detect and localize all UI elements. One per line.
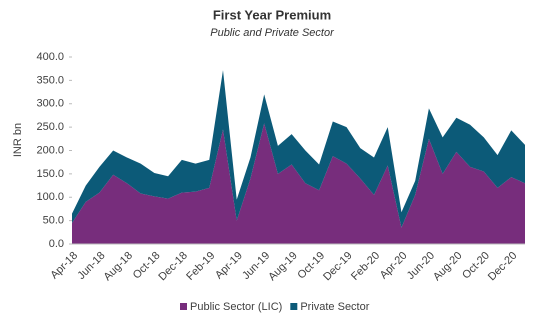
y-tick-label: 300.0 [36,98,64,110]
x-tick-label: Apr-20 [378,250,410,282]
legend-label: Private Sector [300,301,369,313]
y-tick-label: 350.0 [36,74,64,86]
x-tick-label: Feb-19 [184,250,217,283]
y-axis-label: INR bn [12,123,24,157]
x-tick-label: Aug-19 [266,250,300,284]
x-tick-label: Dec-20 [486,250,520,284]
y-tick-label: 100.0 [36,191,64,203]
y-tick-label: 400.0 [36,51,64,63]
y-tick-label: 0.0 [49,238,64,250]
legend-swatch [290,303,298,310]
area [72,123,525,244]
y-tick-label: 150.0 [36,168,64,180]
area [72,70,525,228]
chart-subtitle: Public and Private Sector [210,27,335,39]
x-tick-label: Feb-20 [349,250,382,283]
y-tick-label: 200.0 [36,144,64,156]
x-tick-label: Aug-18 [102,250,136,284]
y-tick-label: 250.0 [36,121,64,133]
legend-swatch [180,303,187,310]
x-tick-label: Dec-19 [321,250,355,284]
y-tick-label: 50.0 [43,215,64,227]
x-tick-label: Aug-20 [431,250,465,284]
x-tick-label: Apr-18 [48,250,80,282]
x-tick-label: Apr-19 [213,250,245,282]
chart-title: First Year Premium [213,7,331,22]
legend-label: Public Sector (LIC) [190,301,282,313]
x-tick-label: Dec-18 [156,250,190,284]
